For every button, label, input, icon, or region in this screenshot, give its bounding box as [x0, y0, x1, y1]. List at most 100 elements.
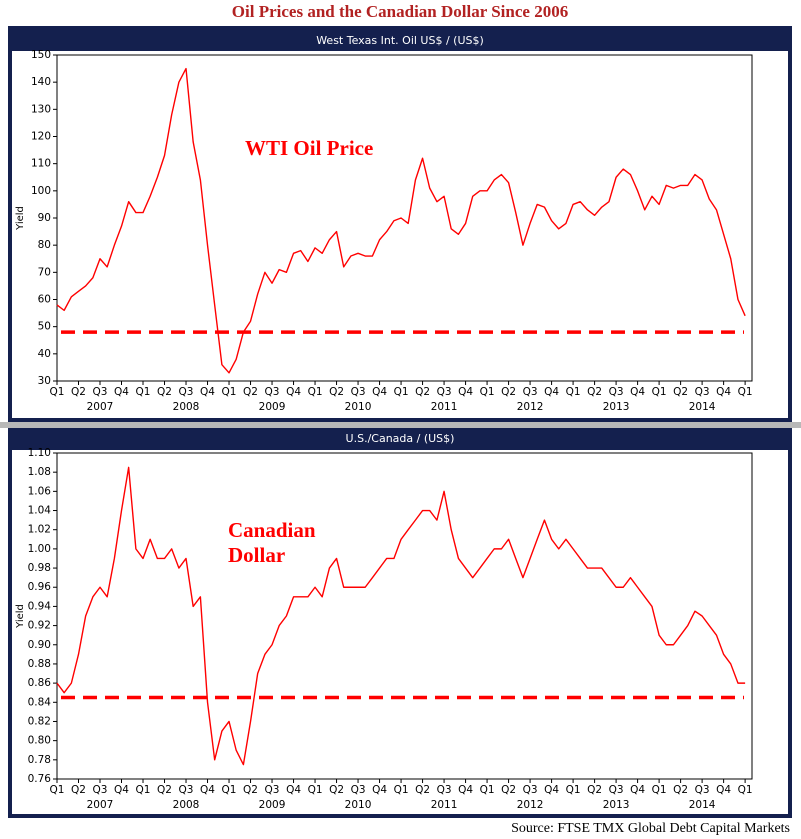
x-tick-label: Q3	[93, 784, 108, 796]
x-tick-label: Q3	[695, 784, 710, 796]
data-line	[56, 466, 746, 766]
x-tick-label: Q2	[71, 784, 86, 796]
x-tick-label: Q2	[673, 386, 688, 398]
y-tick-label: 100	[31, 185, 51, 197]
x-tick-label: Q2	[673, 784, 688, 796]
y-tick-label: 0.94	[28, 600, 52, 612]
x-tick-label: Q4	[114, 784, 129, 796]
year-label: 2009	[259, 799, 286, 811]
annotation: WTI Oil Price	[245, 136, 373, 160]
x-tick-label: Q4	[458, 784, 473, 796]
x-tick-label: Q3	[695, 386, 710, 398]
panel-title: West Texas Int. Oil US$ / (US$)	[316, 34, 484, 47]
x-tick-label: Q4	[630, 784, 645, 796]
y-tick-label: 1.02	[28, 524, 51, 536]
y-tick-label: 110	[31, 158, 51, 170]
y-tick-label: 50	[38, 321, 51, 333]
y-tick-label: 140	[31, 76, 51, 88]
y-tick-label: 1.10	[28, 447, 51, 459]
x-tick-label: Q3	[609, 784, 624, 796]
year-label: 2007	[87, 799, 114, 811]
y-tick-label: 0.78	[28, 754, 51, 766]
x-tick-label: Q1	[566, 784, 581, 796]
x-tick-label: Q2	[501, 386, 516, 398]
x-tick-label: Q1	[394, 784, 409, 796]
year-label: 2007	[87, 401, 114, 413]
x-tick-label: Q3	[179, 784, 194, 796]
y-tick-label: 0.88	[28, 658, 51, 670]
x-tick-label: Q3	[523, 386, 538, 398]
y-axis-label: Yield	[15, 604, 26, 629]
x-tick-label: Q2	[157, 784, 172, 796]
x-tick-label: Q2	[501, 784, 516, 796]
x-tick-label: Q1	[136, 784, 151, 796]
x-tick-label: Q3	[523, 784, 538, 796]
x-tick-label: Q2	[587, 386, 602, 398]
x-tick-label: Q1	[480, 386, 495, 398]
x-tick-label: Q4	[286, 784, 301, 796]
plot-area	[56, 452, 753, 780]
x-tick-label: Q2	[329, 784, 344, 796]
x-tick-label: Q2	[587, 784, 602, 796]
x-tick-label: Q1	[738, 386, 753, 398]
year-label: 2009	[259, 401, 286, 413]
x-tick-label: Q4	[544, 386, 559, 398]
x-tick-label: Q2	[71, 386, 86, 398]
year-label: 2010	[345, 799, 372, 811]
y-tick-label: 0.90	[28, 639, 51, 651]
page-title: Oil Prices and the Canadian Dollar Since…	[232, 2, 568, 21]
x-tick-label: Q4	[372, 784, 387, 796]
y-tick-label: 80	[38, 239, 51, 251]
x-tick-label: Q4	[544, 784, 559, 796]
y-tick-label: 1.04	[28, 505, 52, 517]
x-tick-label: Q1	[394, 386, 409, 398]
x-tick-label: Q4	[200, 386, 215, 398]
x-tick-label: Q1	[222, 386, 237, 398]
x-tick-label: Q1	[308, 784, 323, 796]
y-tick-label: 70	[38, 266, 51, 278]
x-tick-label: Q4	[200, 784, 215, 796]
x-tick-label: Q2	[243, 386, 258, 398]
year-label: 2008	[173, 799, 200, 811]
x-tick-label: Q3	[179, 386, 194, 398]
separator	[0, 422, 801, 428]
y-tick-label: 0.84	[28, 696, 52, 708]
x-tick-label: Q1	[50, 784, 65, 796]
year-label: 2008	[173, 401, 200, 413]
year-label: 2014	[689, 401, 716, 413]
year-label: 2011	[431, 401, 458, 413]
x-tick-label: Q3	[609, 386, 624, 398]
x-tick-label: Q1	[222, 784, 237, 796]
x-tick-label: Q2	[157, 386, 172, 398]
data-line	[56, 67, 746, 374]
y-tick-label: 1.08	[28, 466, 51, 478]
x-tick-label: Q1	[50, 386, 65, 398]
annotation: Dollar	[228, 543, 285, 567]
x-tick-label: Q3	[351, 386, 366, 398]
year-label: 2013	[603, 401, 630, 413]
y-tick-label: 1.06	[28, 485, 52, 497]
x-tick-label: Q1	[308, 386, 323, 398]
x-tick-label: Q4	[630, 386, 645, 398]
y-tick-label: 130	[31, 103, 51, 115]
y-tick-label: 40	[38, 348, 51, 360]
panel-title: U.S./Canada / (US$)	[346, 432, 455, 445]
x-tick-label: Q1	[136, 386, 151, 398]
x-tick-label: Q1	[652, 784, 667, 796]
x-tick-label: Q1	[480, 784, 495, 796]
year-label: 2010	[345, 401, 372, 413]
x-tick-label: Q1	[652, 386, 667, 398]
x-tick-label: Q3	[265, 784, 280, 796]
x-tick-label: Q3	[265, 386, 280, 398]
y-tick-label: 0.98	[28, 562, 51, 574]
y-tick-label: 0.86	[28, 677, 52, 689]
y-tick-label: 150	[31, 49, 51, 61]
year-label: 2011	[431, 799, 458, 811]
y-tick-label: 0.80	[28, 735, 51, 747]
x-tick-label: Q3	[437, 784, 452, 796]
y-tick-label: 90	[38, 212, 51, 224]
y-tick-label: 0.92	[28, 620, 51, 632]
x-tick-label: Q3	[351, 784, 366, 796]
y-tick-label: 30	[38, 375, 51, 387]
